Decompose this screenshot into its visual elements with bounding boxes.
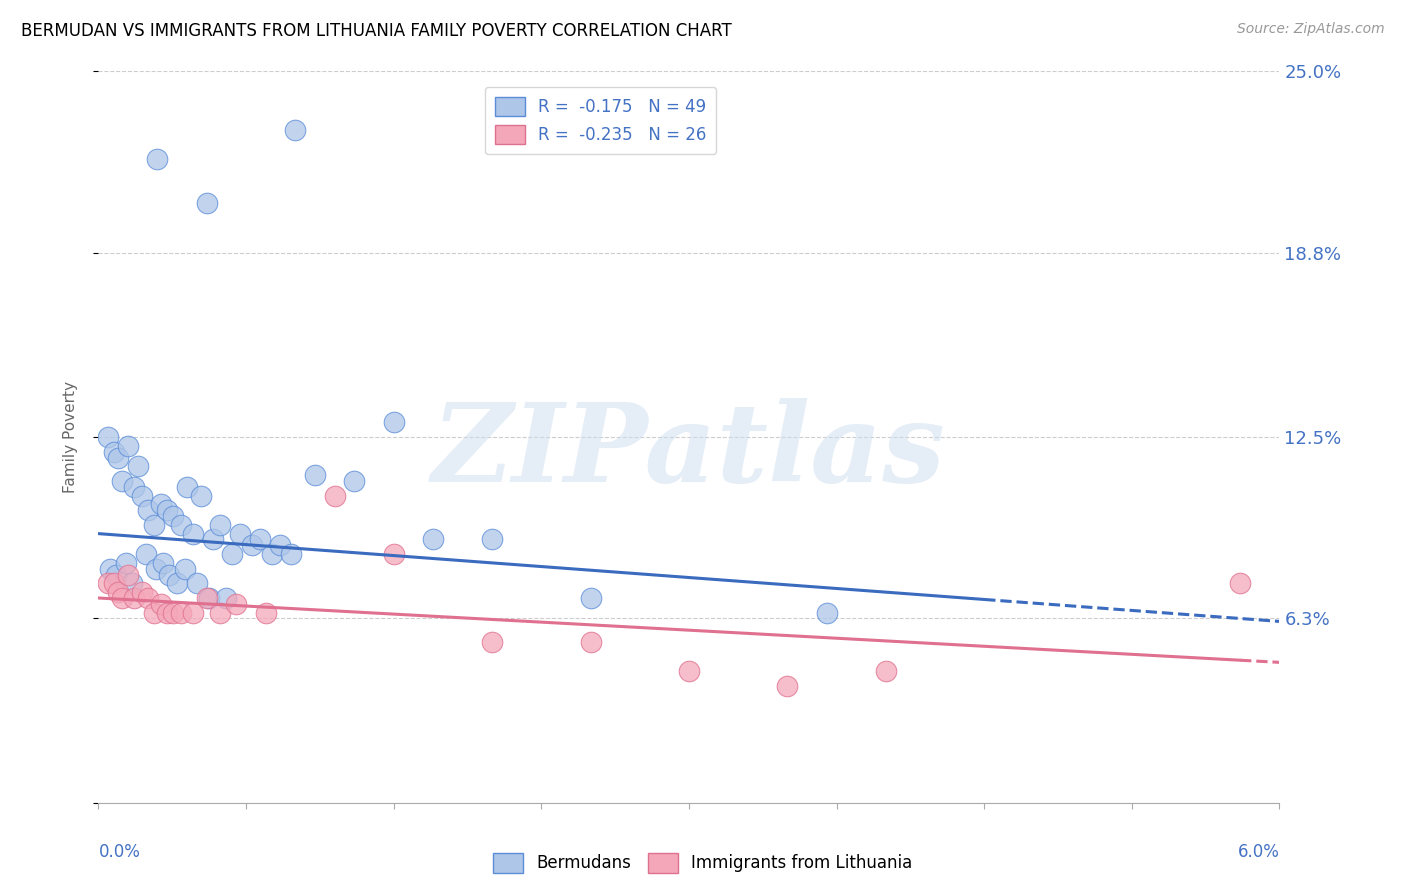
Text: 6.0%: 6.0%: [1237, 843, 1279, 861]
Point: [103, 444, 125, 458]
Point: [481, 635, 503, 649]
Point: [111, 591, 134, 605]
Point: [162, 509, 184, 524]
Point: [122, 591, 145, 605]
Point: [150, 597, 173, 611]
Point: [142, 606, 165, 620]
Point: [174, 562, 197, 576]
Text: BERMUDAN VS IMMIGRANTS FROM LITHUANIA FAMILY POVERTY CORRELATION CHART: BERMUDAN VS IMMIGRANTS FROM LITHUANIA FA…: [21, 22, 733, 40]
Point: [225, 597, 247, 611]
Point: [162, 606, 184, 620]
Point: [97, 576, 120, 591]
Point: [145, 562, 167, 576]
Point: [304, 468, 326, 483]
Point: [136, 503, 159, 517]
Point: [117, 439, 139, 453]
Point: [122, 480, 145, 494]
Point: [131, 489, 153, 503]
Point: [186, 576, 208, 591]
Point: [382, 547, 405, 561]
Point: [117, 567, 139, 582]
Point: [150, 497, 173, 511]
Point: [1229, 576, 1251, 591]
Text: Source: ZipAtlas.com: Source: ZipAtlas.com: [1237, 22, 1385, 37]
Point: [269, 538, 291, 552]
Point: [156, 503, 179, 517]
Legend: Bermudans, Immigrants from Lithuania: Bermudans, Immigrants from Lithuania: [486, 847, 920, 880]
Point: [181, 526, 204, 541]
Point: [127, 459, 149, 474]
Point: [382, 416, 405, 430]
Point: [280, 547, 302, 561]
Point: [135, 547, 157, 561]
Point: [215, 591, 238, 605]
Text: 0.0%: 0.0%: [98, 843, 141, 861]
Point: [776, 679, 799, 693]
Point: [107, 585, 129, 599]
Point: [209, 517, 232, 532]
Point: [229, 526, 252, 541]
Point: [579, 591, 602, 605]
Point: [221, 547, 243, 561]
Point: [181, 606, 204, 620]
Point: [240, 538, 263, 552]
Text: ZIPatlas: ZIPatlas: [432, 398, 946, 506]
Point: [209, 606, 232, 620]
Point: [815, 606, 838, 620]
Point: [107, 450, 129, 465]
Legend: R =  -0.175   N = 49, R =  -0.235   N = 26: R = -0.175 N = 49, R = -0.235 N = 26: [485, 87, 717, 153]
Point: [343, 474, 366, 488]
Point: [260, 547, 283, 561]
Point: [152, 556, 174, 570]
Point: [875, 664, 897, 678]
Point: [201, 533, 224, 547]
Point: [579, 635, 602, 649]
Point: [103, 576, 125, 591]
Point: [170, 606, 193, 620]
Point: [105, 567, 128, 582]
Point: [190, 489, 212, 503]
Point: [170, 517, 193, 532]
Point: [97, 430, 120, 444]
Point: [481, 533, 503, 547]
Point: [157, 567, 180, 582]
Point: [422, 533, 444, 547]
Point: [115, 556, 138, 570]
Point: [131, 585, 153, 599]
Point: [195, 591, 218, 605]
Point: [176, 480, 198, 494]
Point: [284, 123, 307, 137]
Point: [98, 562, 121, 576]
Point: [254, 606, 277, 620]
Point: [111, 474, 134, 488]
Point: [323, 489, 346, 503]
Point: [166, 576, 188, 591]
Point: [195, 196, 218, 211]
Point: [136, 591, 159, 605]
Point: [142, 517, 165, 532]
Point: [121, 576, 143, 591]
Point: [197, 591, 219, 605]
Point: [678, 664, 700, 678]
Point: [156, 606, 179, 620]
Point: [146, 152, 169, 166]
Y-axis label: Family Poverty: Family Poverty: [63, 381, 77, 493]
Point: [249, 533, 271, 547]
